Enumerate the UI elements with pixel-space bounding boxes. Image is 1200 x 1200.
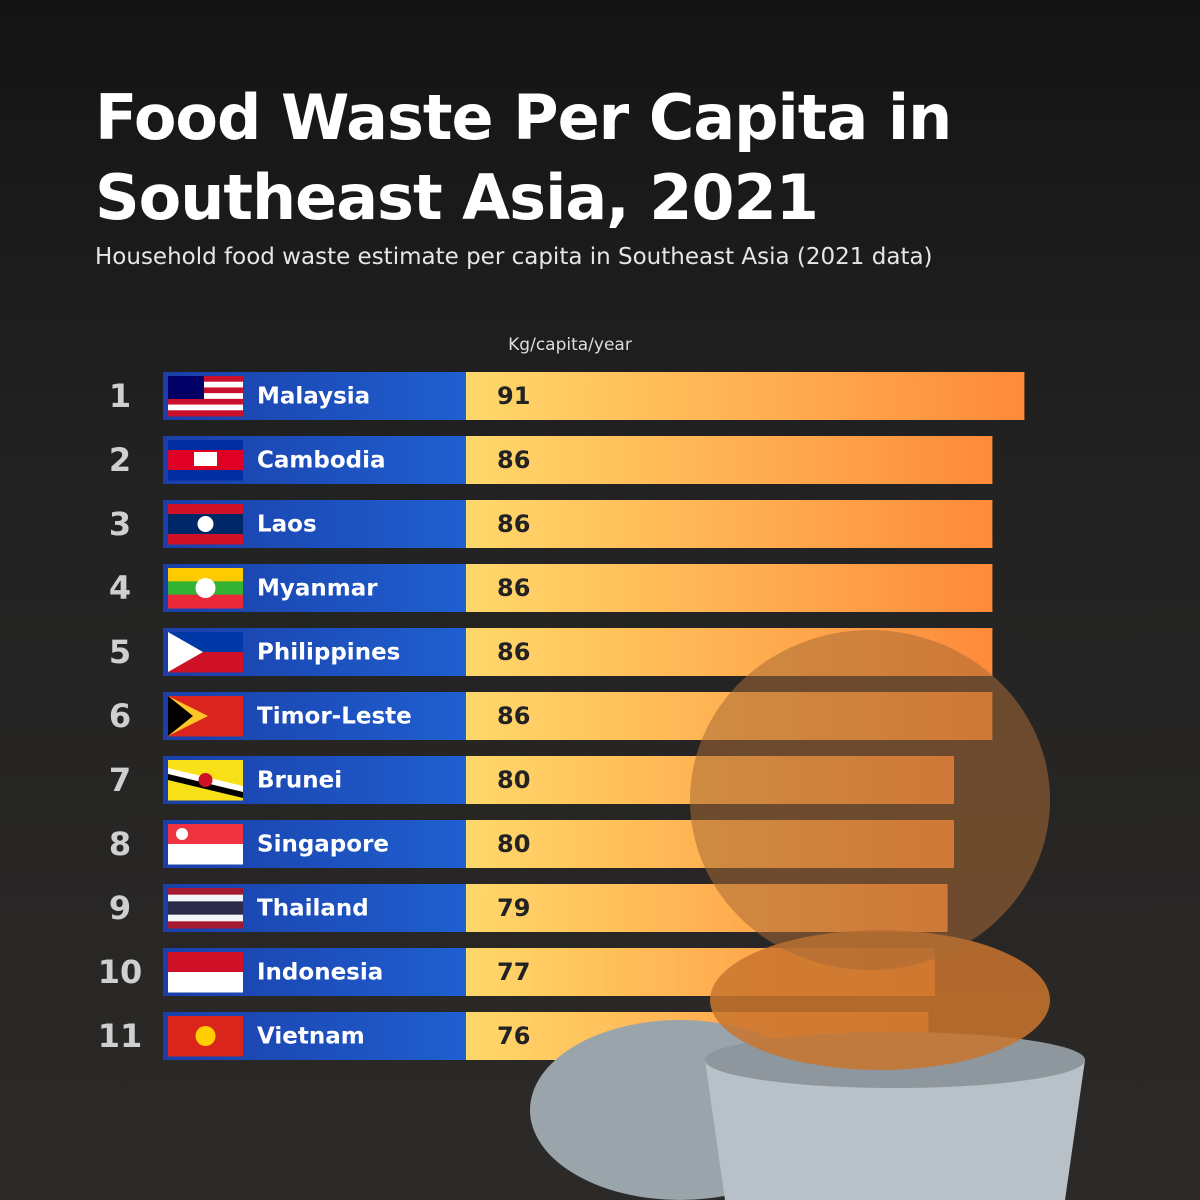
flag-stripe xyxy=(168,901,243,909)
flag-stripe xyxy=(168,534,243,545)
flag-emblem xyxy=(198,773,213,787)
flag-stripe xyxy=(168,952,243,973)
flag-stripe xyxy=(168,504,243,515)
value-label: 76 xyxy=(497,1022,530,1050)
bar xyxy=(466,500,993,548)
rank-label: 5 xyxy=(109,633,131,671)
flag-stripe xyxy=(168,440,243,451)
flag-stripe xyxy=(168,381,243,388)
category-label: Vietnam xyxy=(257,1024,365,1050)
rank-label: 11 xyxy=(98,1017,143,1055)
rank-label: 8 xyxy=(109,825,131,863)
flag-stripe xyxy=(168,824,243,845)
food-scraps xyxy=(690,630,1050,970)
value-label: 77 xyxy=(497,958,530,986)
flag-stripe xyxy=(168,387,243,394)
flag-stripe xyxy=(168,594,243,609)
category-label: Singapore xyxy=(257,832,389,858)
bucket-body xyxy=(705,1060,1085,1200)
rank-label: 1 xyxy=(109,377,131,415)
flag-emblem xyxy=(195,1026,216,1046)
flag-emblem xyxy=(195,578,216,598)
rank-label: 2 xyxy=(109,441,131,479)
category-label: Brunei xyxy=(257,768,342,794)
flag-emblem xyxy=(197,516,214,532)
flag-stripe xyxy=(168,908,243,916)
value-label: 91 xyxy=(497,382,530,410)
flag-stripe xyxy=(168,568,243,582)
category-label: Philippines xyxy=(257,640,400,666)
flag-emblem xyxy=(194,452,217,466)
value-label: 86 xyxy=(497,702,530,730)
flag-stripe xyxy=(168,398,243,406)
category-label: Timor-Leste xyxy=(257,704,412,730)
category-label: Cambodia xyxy=(257,448,386,474)
category-label: Thailand xyxy=(257,896,369,922)
flag-emblem xyxy=(168,696,193,736)
food-scraps xyxy=(710,930,1050,1070)
rank-label: 4 xyxy=(109,569,131,607)
flag-emblem xyxy=(168,632,203,672)
flag-stripe xyxy=(168,393,243,400)
category-label: Malaysia xyxy=(257,384,370,410)
category-label: Laos xyxy=(257,512,317,538)
flag-stripe xyxy=(168,470,243,481)
flag-stripe xyxy=(168,894,243,902)
flag-stripe xyxy=(168,914,243,922)
flag-stripe xyxy=(168,972,243,993)
rank-label: 3 xyxy=(109,505,131,543)
bar xyxy=(466,436,993,484)
rank-label: 7 xyxy=(109,761,131,799)
flag-stripe xyxy=(168,888,243,896)
value-label: 80 xyxy=(497,766,530,794)
value-label: 86 xyxy=(497,446,530,474)
rank-label: 10 xyxy=(98,953,143,991)
bar xyxy=(466,564,993,612)
category-label: Indonesia xyxy=(257,960,383,986)
rank-label: 9 xyxy=(109,889,131,927)
value-label: 86 xyxy=(497,638,530,666)
flag-stripe xyxy=(168,921,243,929)
value-label: 80 xyxy=(497,830,530,858)
rank-label: 6 xyxy=(109,697,131,735)
value-label: 86 xyxy=(497,510,530,538)
flag-stripe xyxy=(168,404,243,411)
value-label: 79 xyxy=(497,894,530,922)
bucket xyxy=(530,630,1085,1200)
chart-title: Food Waste Per Capita in Southeast Asia,… xyxy=(95,81,952,234)
bar xyxy=(466,372,1025,420)
chart-subtitle: Household food waste estimate per capita… xyxy=(95,244,933,270)
category-label: Myanmar xyxy=(257,576,378,602)
value-label: 86 xyxy=(497,574,530,602)
unit-label: Kg/capita/year xyxy=(508,335,632,355)
flag-stripe xyxy=(168,410,243,417)
flag-emblem xyxy=(176,828,188,840)
flag-canton xyxy=(168,376,204,399)
flag-stripe xyxy=(168,376,243,383)
flag-stripe xyxy=(168,844,243,865)
